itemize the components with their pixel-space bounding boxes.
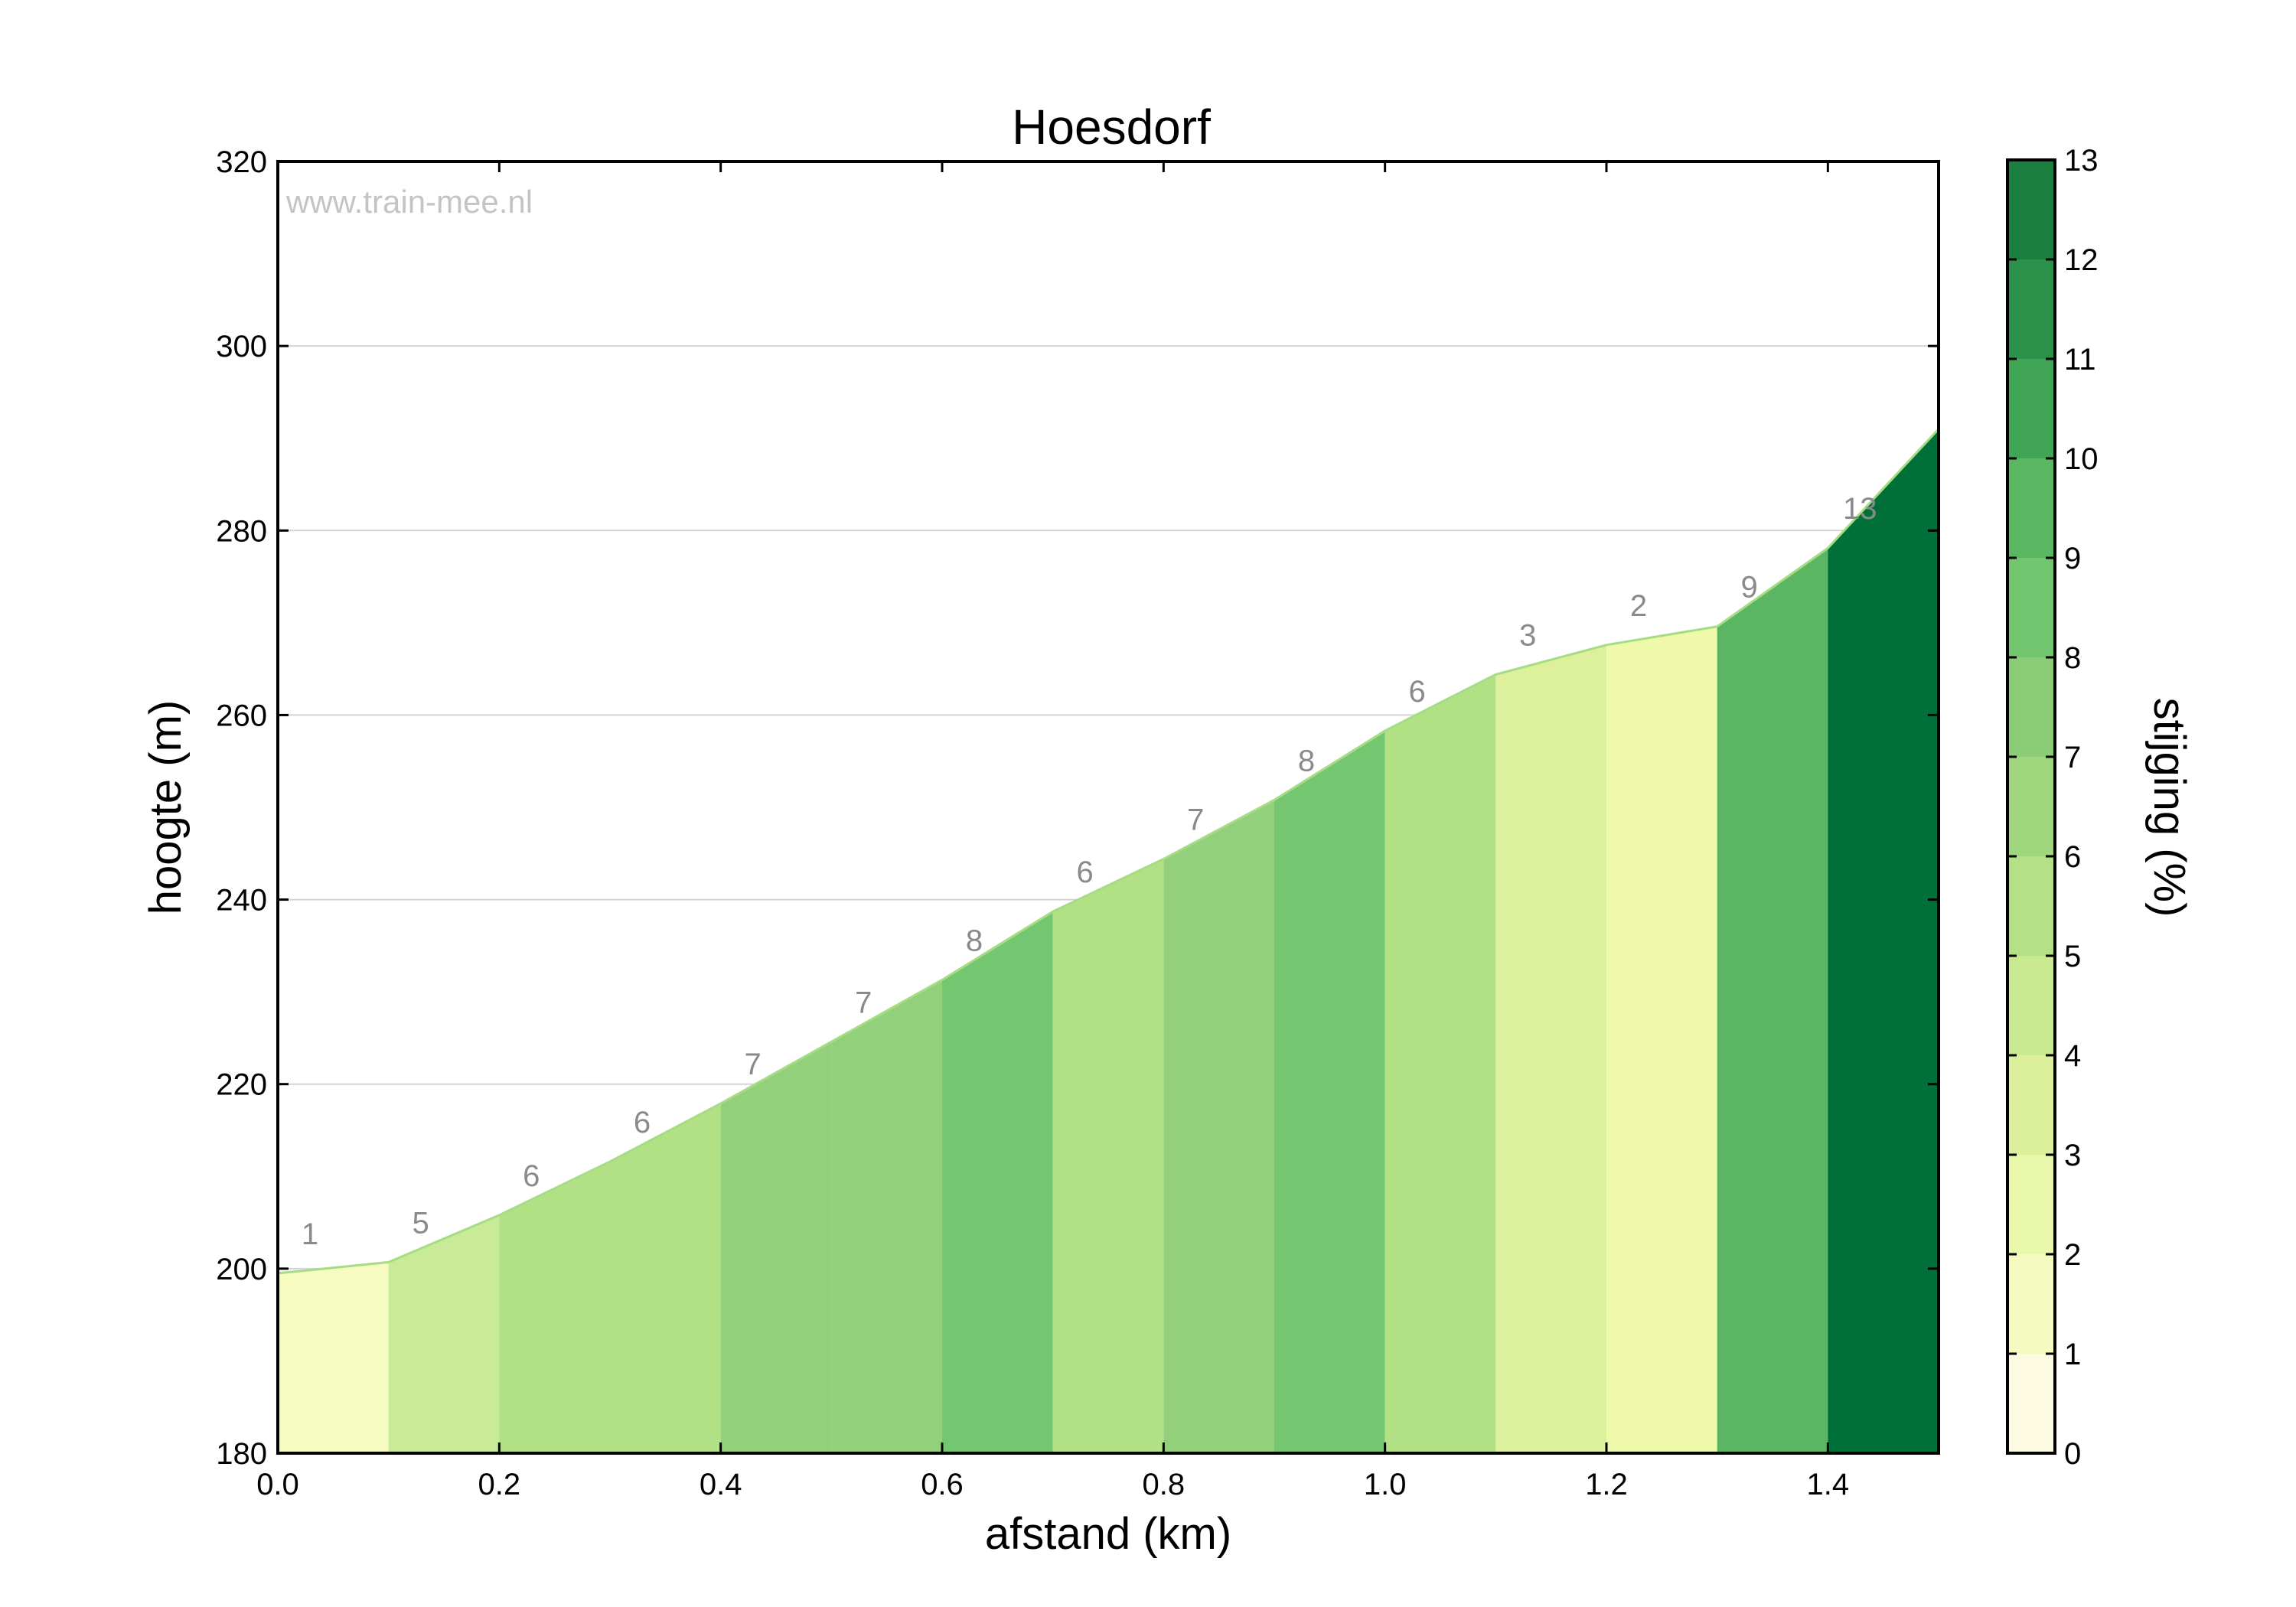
colorbar-band-3 — [2007, 1055, 2055, 1155]
y-tick-label: 300 — [216, 330, 267, 363]
colorbar-tick-label: 1 — [2064, 1338, 2081, 1371]
x-tick-label: 1.2 — [1585, 1468, 1628, 1501]
grade-label: 3 — [1519, 618, 1536, 652]
grade-label: 13 — [1843, 492, 1877, 526]
grade-label: 5 — [412, 1206, 429, 1240]
watermark-text: www.train-mee.nl — [285, 184, 533, 220]
colorbar-tick-label: 9 — [2064, 542, 2081, 575]
grade-segment-15 — [1828, 429, 1939, 1453]
grade-segment-5 — [720, 1041, 832, 1453]
colorbar-tick-label: 5 — [2064, 940, 2081, 973]
colorbar — [2007, 160, 2055, 1453]
grade-label: 1 — [302, 1217, 318, 1251]
grade-segment-12 — [1495, 644, 1606, 1453]
grade-label: 8 — [1298, 744, 1315, 777]
colorbar-tick-label: 8 — [2064, 641, 2081, 675]
grade-label: 7 — [744, 1048, 761, 1081]
colorbar-band-12 — [2007, 160, 2055, 259]
x-tick-label: 1.4 — [1807, 1468, 1850, 1501]
y-tick-label: 220 — [216, 1068, 267, 1102]
y-tick-label: 180 — [216, 1437, 267, 1471]
x-axis-title: afstand (km) — [985, 1509, 1231, 1559]
y-tick-label: 240 — [216, 884, 267, 918]
x-tick-label: 0.2 — [478, 1468, 521, 1501]
x-axis-ticks: 0.0 0.2 0.4 0.6 0.8 1.0 1.2 1.4 — [256, 161, 1849, 1501]
grade-label: 7 — [1187, 804, 1204, 837]
grade-label: 6 — [1076, 856, 1093, 889]
colorbar-band-9 — [2007, 458, 2055, 558]
grade-label: 6 — [523, 1159, 540, 1193]
x-tick-label: 0.0 — [256, 1468, 299, 1501]
plot-frame — [276, 160, 1940, 1455]
y-tick-label: 200 — [216, 1253, 267, 1286]
grade-segment-3 — [499, 1161, 610, 1453]
grade-segment-14 — [1717, 548, 1828, 1453]
grade-segment-10 — [1274, 730, 1385, 1453]
x-tick-label: 1.0 — [1364, 1468, 1407, 1501]
colorbar-frame — [2006, 158, 2056, 1455]
y-axis-ticks: 180 200 220 240 260 280 300 320 — [216, 145, 1939, 1471]
grade-labels: 1 5 6 6 7 7 8 6 7 8 6 3 2 9 13 — [302, 492, 1877, 1251]
grade-segment-13 — [1606, 626, 1717, 1454]
y-axis-title: hoogte (m) — [141, 700, 191, 914]
x-tick-label: 0.8 — [1143, 1468, 1186, 1501]
grade-segment-1 — [278, 1262, 389, 1453]
colorbar-band-7 — [2007, 657, 2055, 757]
y-tick-label: 320 — [216, 145, 267, 179]
grade-label: 9 — [1740, 571, 1757, 605]
grade-segment-6 — [831, 980, 942, 1453]
grade-label: 2 — [1630, 589, 1647, 623]
grade-segment-9 — [1163, 800, 1274, 1453]
colorbar-tick-label: 13 — [2064, 144, 2099, 178]
colorbar-tick-label: 12 — [2064, 243, 2099, 277]
colorbar-tick-label: 4 — [2064, 1039, 2081, 1073]
y-tick-label: 280 — [216, 514, 267, 548]
colorbar-band-10 — [2007, 359, 2055, 458]
colorbar-band-11 — [2007, 259, 2055, 359]
x-tick-label: 0.6 — [921, 1468, 964, 1501]
grade-label: 6 — [1408, 675, 1425, 709]
grade-segment-4 — [610, 1103, 721, 1453]
colorbar-tick-label: 3 — [2064, 1139, 2081, 1172]
grade-label: 7 — [855, 986, 872, 1019]
grade-segment-11 — [1384, 674, 1496, 1453]
colorbar-band-4 — [2007, 956, 2055, 1055]
grade-segment-2 — [388, 1214, 500, 1453]
colorbar-title: stijging (%) — [2144, 698, 2194, 918]
grade-label: 6 — [634, 1106, 651, 1139]
chart-title: Hoesdorf — [1012, 99, 1211, 155]
colorbar-band-0 — [2007, 1354, 2055, 1453]
x-tick-label: 0.4 — [700, 1468, 742, 1501]
y-tick-label: 260 — [216, 699, 267, 732]
colorbar-band-2 — [2007, 1155, 2055, 1254]
colorbar-tick-label: 2 — [2064, 1238, 2081, 1272]
colorbar-band-5 — [2007, 856, 2055, 956]
grade-segment-8 — [1052, 859, 1164, 1453]
grade-segments — [278, 429, 1939, 1454]
colorbar-tick-label: 10 — [2064, 442, 2099, 476]
profile-line — [277, 428, 1940, 1275]
grade-label: 8 — [966, 924, 983, 957]
colorbar-tick-label: 11 — [2064, 343, 2096, 376]
colorbar-band-8 — [2007, 558, 2055, 657]
colorbar-band-1 — [2007, 1254, 2055, 1354]
colorbar-tick-label: 7 — [2064, 741, 2081, 774]
profile-outline — [277, 428, 1940, 1275]
colorbar-band-6 — [2007, 757, 2055, 856]
grade-segment-7 — [942, 911, 1053, 1453]
colorbar-tick-label: 6 — [2064, 840, 2081, 874]
colorbar-tick-label: 0 — [2064, 1437, 2081, 1471]
